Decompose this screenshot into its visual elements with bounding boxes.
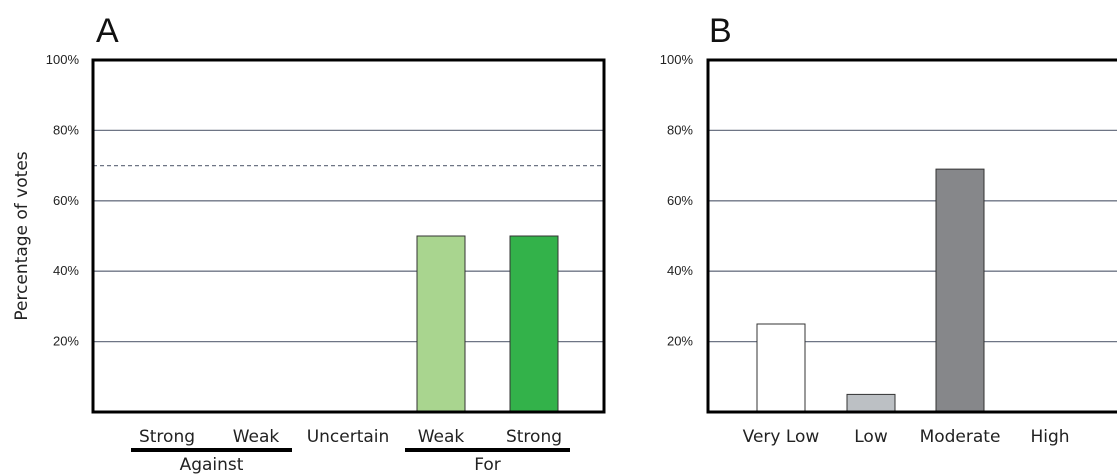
panel-b-bar-moderate: [935, 168, 985, 413]
panel-a: A Percentage of votes 20% 40% 60% 80% 100% S…: [12, 12, 606, 475]
panel-b-gridlines: [708, 129, 1117, 343]
panel-b: B 20% 40% 60% 80% 100% Very Low Low Moderate Hi…: [660, 12, 1117, 447]
panel-a-bar-strong: [509, 235, 559, 413]
panel-a-bar-weak: [416, 235, 466, 413]
panel-a-groups: Against For: [131, 448, 570, 475]
panel-b-category-label: Moderate: [920, 427, 1001, 447]
panel-b-category-label: High: [1030, 427, 1069, 447]
panel-b-bar-very-low: [756, 323, 806, 413]
panel-a-group-label: For: [474, 455, 501, 475]
panel-b-bar-low: [846, 393, 896, 413]
panel-a-category-label: Weak: [418, 427, 465, 447]
panel-b-letter: B: [709, 12, 732, 50]
panel-a-letter: A: [96, 12, 119, 50]
panel-a-bars: [416, 235, 559, 413]
panel-b-y-tick-label: 60%: [667, 193, 693, 208]
panel-a-y-tick-label: 80%: [53, 122, 79, 137]
panel-b-category-label: Low: [854, 427, 888, 447]
panel-a-frame: [91, 58, 606, 414]
panel-b-category-label: Very Low: [743, 427, 820, 447]
panel-a-category-label: Strong: [506, 427, 562, 447]
panel-b-frame: [706, 58, 1117, 414]
panel-a-y-axis-label: Percentage of votes: [12, 151, 32, 320]
panel-b-y-tick-label: 20%: [667, 334, 693, 349]
panel-a-category-label: Weak: [233, 427, 280, 447]
panel-a-y-tick-label: 20%: [53, 334, 79, 349]
panel-b-bars: [756, 168, 985, 413]
panel-a-group-label: Against: [180, 455, 244, 475]
panel-b-category-labels: Very Low Low Moderate High: [743, 427, 1070, 447]
panel-a-y-tick-label: 60%: [53, 193, 79, 208]
panel-b-y-tick-label: 40%: [667, 263, 693, 278]
panel-b-y-tick-label: 100%: [660, 52, 694, 67]
panel-a-category-label: Uncertain: [307, 427, 390, 447]
panel-b-y-ticks: 20% 40% 60% 80% 100%: [660, 52, 694, 349]
panel-a-y-tick-label: 100%: [46, 52, 80, 67]
panel-b-y-tick-label: 80%: [667, 122, 693, 137]
panel-a-y-tick-label: 40%: [53, 263, 79, 278]
panel-a-category-label: Strong: [139, 427, 195, 447]
panel-a-category-labels: Strong Weak Uncertain Weak Strong: [139, 427, 562, 447]
panel-a-y-ticks: 20% 40% 60% 80% 100%: [46, 52, 80, 349]
